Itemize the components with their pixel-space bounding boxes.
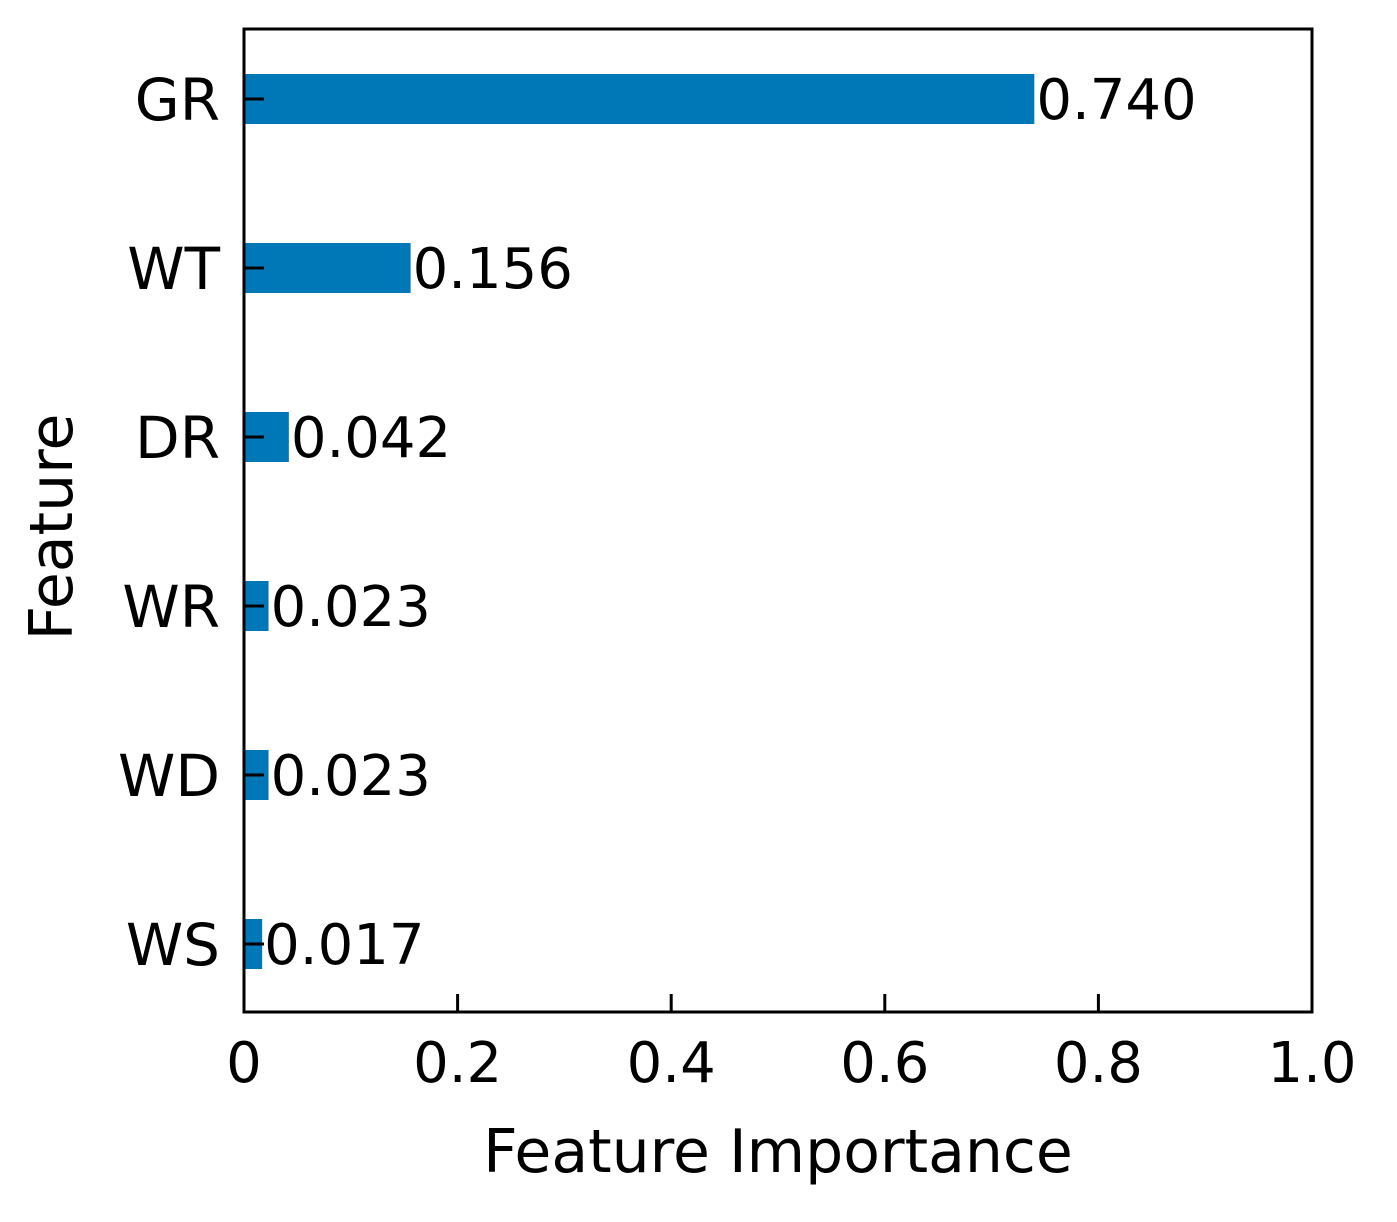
bars-group: 0.740 0.156 0.042 0.023 0.023 0.017 — [244, 68, 1197, 978]
bar-gr — [244, 74, 1035, 124]
y-tick-label-ws: WS — [126, 911, 220, 979]
y-tick-label-wd: WD — [118, 742, 220, 810]
data-label-gr: 0.740 — [1036, 68, 1196, 133]
data-label-wt: 0.156 — [413, 237, 573, 302]
y-tick-label-wt: WT — [127, 235, 220, 303]
data-label-wr: 0.023 — [271, 575, 431, 640]
x-tick-label-0: 0 — [226, 1031, 262, 1096]
y-tick-label-gr: GR — [135, 66, 220, 134]
plot-frame — [242, 27, 1314, 1014]
data-label-wd: 0.023 — [271, 744, 431, 809]
x-tick-label-3: 0.6 — [840, 1031, 929, 1096]
bar-wt — [244, 243, 411, 293]
x-tick-label-4: 0.8 — [1054, 1031, 1143, 1096]
y-axis-label: Feature — [17, 414, 87, 641]
x-tick-label-5: 1.0 — [1267, 1031, 1356, 1096]
x-tick-label-2: 0.4 — [627, 1031, 716, 1096]
x-tick-label-1: 0.2 — [413, 1031, 502, 1096]
y-tick-label-dr: DR — [135, 404, 220, 472]
x-axis-label: Feature Importance — [483, 1117, 1073, 1187]
data-label-ws: 0.017 — [264, 913, 424, 978]
ticks-group: GR WT DR WR WD WS0 0.2 0.4 0.6 0.8 1.0 — [118, 66, 1357, 1096]
y-tick-label-wr: WR — [122, 573, 220, 641]
data-label-dr: 0.042 — [291, 406, 451, 471]
